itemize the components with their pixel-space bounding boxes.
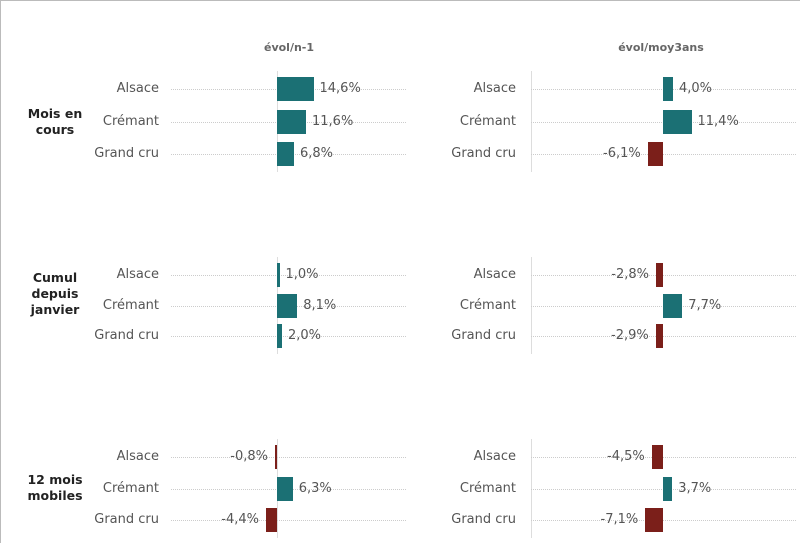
bar (277, 77, 314, 101)
bar (277, 324, 282, 348)
bar (663, 77, 673, 101)
group-label-line: 12 mois (27, 472, 83, 487)
category-label: Grand cru (94, 328, 159, 343)
category-label: Alsace (116, 267, 159, 282)
group-label: 12 mois mobiles (19, 472, 91, 504)
gridline (171, 457, 406, 458)
value-label: 11,4% (697, 114, 739, 129)
value-label: -0,8% (230, 449, 268, 464)
gridline (531, 520, 796, 521)
category-label: Crémant (102, 298, 159, 313)
group-label: Cumul depuis janvier (19, 270, 91, 318)
value-label: -2,9% (611, 328, 649, 343)
category-label: Crémant (459, 114, 516, 129)
value-label: -7,1% (600, 512, 639, 527)
gridline (171, 520, 406, 521)
bar (275, 445, 277, 469)
group-label-line: depuis (31, 286, 79, 301)
axis-line (531, 71, 532, 172)
axis-line (531, 257, 532, 354)
group-label: Mois en cours (19, 106, 91, 138)
column-title: évol/moy3ans (618, 41, 704, 54)
category-label: Alsace (473, 449, 516, 464)
group-label-line: Mois en (27, 106, 83, 121)
column-title: évol/n-1 (263, 41, 315, 54)
bar (651, 445, 663, 469)
value-label: 3,7% (678, 481, 712, 496)
group-label-line: janvier (30, 302, 80, 317)
category-label: Alsace (473, 267, 516, 282)
bar (277, 110, 306, 134)
bar (656, 263, 663, 287)
category-label: Crémant (102, 481, 159, 496)
value-label: 2,0% (288, 328, 322, 343)
value-label: 8,1% (303, 298, 337, 313)
gridline (531, 154, 796, 155)
value-label: 1,0% (285, 267, 319, 282)
bar (655, 324, 663, 348)
bar (277, 477, 293, 501)
group-label-line: cours (35, 122, 75, 137)
bar (663, 477, 673, 501)
gridline (171, 275, 406, 276)
value-label: -4,4% (221, 512, 259, 527)
bar (277, 263, 280, 287)
value-label: -6,1% (603, 146, 641, 161)
category-label: Alsace (473, 81, 516, 96)
category-label: Crémant (459, 298, 516, 313)
value-label: 11,6% (312, 114, 354, 129)
category-label: Grand cru (451, 328, 516, 343)
value-label: -2,8% (611, 267, 649, 282)
axis-line (531, 439, 532, 538)
bar (663, 110, 692, 134)
value-label: 6,3% (298, 481, 332, 496)
gridline (531, 336, 796, 337)
category-label: Grand cru (94, 146, 159, 161)
bar (277, 142, 294, 166)
category-label: Crémant (102, 114, 159, 129)
bar (663, 294, 683, 318)
gridline (171, 336, 406, 337)
category-label: Alsace (116, 449, 159, 464)
group-label-line: Cumul (32, 270, 78, 285)
category-label: Grand cru (451, 512, 516, 527)
value-label: 7,7% (688, 298, 722, 313)
bar (647, 142, 663, 166)
value-label: 6,8% (300, 146, 334, 161)
bar (277, 294, 298, 318)
value-label: 14,6% (319, 81, 361, 96)
category-label: Grand cru (94, 512, 159, 527)
group-label-line: mobiles (27, 488, 83, 503)
bar (266, 508, 277, 532)
value-label: 4,0% (679, 81, 713, 96)
category-label: Grand cru (451, 146, 516, 161)
category-label: Alsace (116, 81, 159, 96)
category-label: Crémant (459, 481, 516, 496)
value-label: -4,5% (607, 449, 645, 464)
gridline (531, 275, 796, 276)
gridline (531, 457, 796, 458)
bar (645, 508, 663, 532)
